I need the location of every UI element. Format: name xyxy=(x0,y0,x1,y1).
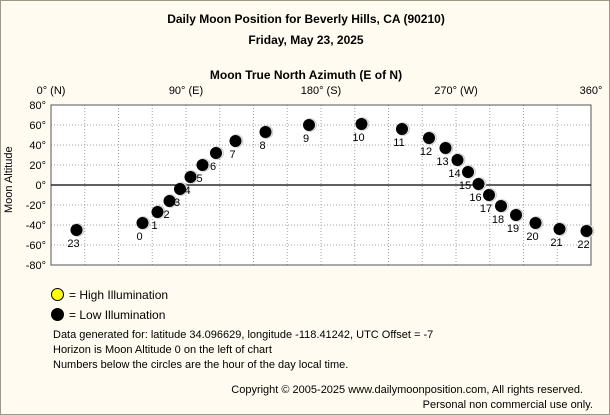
x-tick-label: 180° (S) xyxy=(301,85,341,97)
hour-label: 11 xyxy=(393,137,404,149)
moon-point xyxy=(210,147,222,159)
hour-label: 12 xyxy=(420,146,432,158)
moon-point xyxy=(184,171,197,183)
hour-label: 2 xyxy=(163,209,169,221)
moon-point xyxy=(462,166,474,178)
moon-position-plot: 0° (N) 90° (E) 180° (S) 270° (W) 360° 80°60°… xyxy=(26,85,603,272)
legend-low-label: = Low Illumination xyxy=(69,308,166,322)
y-tick-label: 80° xyxy=(29,100,46,112)
x-tick-label: 90° (E) xyxy=(169,85,203,97)
moon-point xyxy=(529,217,542,229)
hour-label: 7 xyxy=(229,149,235,161)
hour-label: 16 xyxy=(469,192,481,204)
moon-point xyxy=(495,200,507,212)
moon-point xyxy=(229,135,242,147)
info-line-1: Data generated for: latitude 34.096629, … xyxy=(53,329,434,341)
moon-point xyxy=(174,183,186,195)
hour-label: 10 xyxy=(352,132,364,144)
moon-point xyxy=(451,154,464,166)
hour-label: 0 xyxy=(136,231,142,243)
hour-label: 8 xyxy=(259,140,265,152)
hour-label: 15 xyxy=(459,180,471,192)
moon-point xyxy=(553,223,566,235)
low-illumination-swatch xyxy=(51,308,64,321)
hour-label: 17 xyxy=(480,203,492,215)
hour-label: 14 xyxy=(448,168,460,180)
info-line-3: Numbers below the circles are the hour o… xyxy=(53,359,349,371)
moon-point xyxy=(303,119,315,131)
chart-title: Daily Moon Position for Beverly Hills, C… xyxy=(167,12,445,26)
x-tick-label: 360° xyxy=(580,85,603,97)
x-tick-labels: 0° (N) 90° (E) 180° (S) 270° (W) 360° xyxy=(37,85,603,97)
high-illumination-swatch xyxy=(51,288,64,301)
y-axis-label: Moon Altitude xyxy=(3,146,15,213)
info-line-2: Horizon is Moon Altitude 0 on the left o… xyxy=(53,344,272,356)
moon-point xyxy=(423,132,435,144)
legend-high-label: = High Illumination xyxy=(69,288,169,302)
axes xyxy=(50,104,592,266)
hour-label: 20 xyxy=(526,231,538,243)
moon-point xyxy=(472,178,485,190)
y-tick-label: -20° xyxy=(26,200,46,212)
hour-label: 3 xyxy=(174,197,180,209)
moon-point xyxy=(396,123,408,135)
moon-point xyxy=(510,209,522,221)
hour-label: 18 xyxy=(492,214,504,226)
moon-point xyxy=(580,225,593,237)
hour-label: 1 xyxy=(151,220,157,232)
copyright: Copyright © 2005-2025 www.dailymoonposit… xyxy=(231,384,583,396)
hour-label: 6 xyxy=(210,161,216,173)
moon-point xyxy=(439,142,452,154)
y-tick-label: 0° xyxy=(35,180,46,192)
hour-label: 21 xyxy=(550,237,562,249)
legend-high: = High Illumination xyxy=(51,288,211,302)
y-tick-label: 40° xyxy=(29,140,46,152)
moon-point xyxy=(136,217,149,229)
hour-label: 9 xyxy=(303,133,309,145)
y-tick-label: -60° xyxy=(26,240,46,252)
hour-label: 5 xyxy=(196,173,202,185)
y-tick-label: 20° xyxy=(29,160,46,172)
x-tick-label: 0° (N) xyxy=(37,85,66,97)
y-tick-label: -80° xyxy=(26,260,46,272)
hour-label: 19 xyxy=(507,223,519,235)
hour-label: 22 xyxy=(577,239,589,251)
moon-point xyxy=(163,195,176,207)
usage-note: Personal non commercial use only. xyxy=(422,399,593,411)
moon-point xyxy=(151,206,164,218)
moon-point xyxy=(483,189,495,201)
legend-low: = Low Illumination xyxy=(51,308,211,322)
moon-point xyxy=(196,159,209,171)
chart-subtitle: Moon True North Azimuth (E of N) xyxy=(209,68,403,82)
chart-date: Friday, May 23, 2025 xyxy=(248,33,364,47)
moon-point xyxy=(259,126,272,138)
moon-point xyxy=(355,118,368,130)
hour-label: 23 xyxy=(67,238,79,250)
x-tick-label: 270° (W) xyxy=(434,85,478,97)
y-tick-label: 60° xyxy=(29,120,46,132)
y-tick-labels: 80° 60° 40° 20° 0° -20° -40° -60° -80° xyxy=(26,100,46,272)
y-tick-label: -40° xyxy=(26,220,46,232)
moon-point xyxy=(70,224,83,236)
hour-label: 4 xyxy=(184,185,190,197)
hour-label: 13 xyxy=(436,156,448,168)
